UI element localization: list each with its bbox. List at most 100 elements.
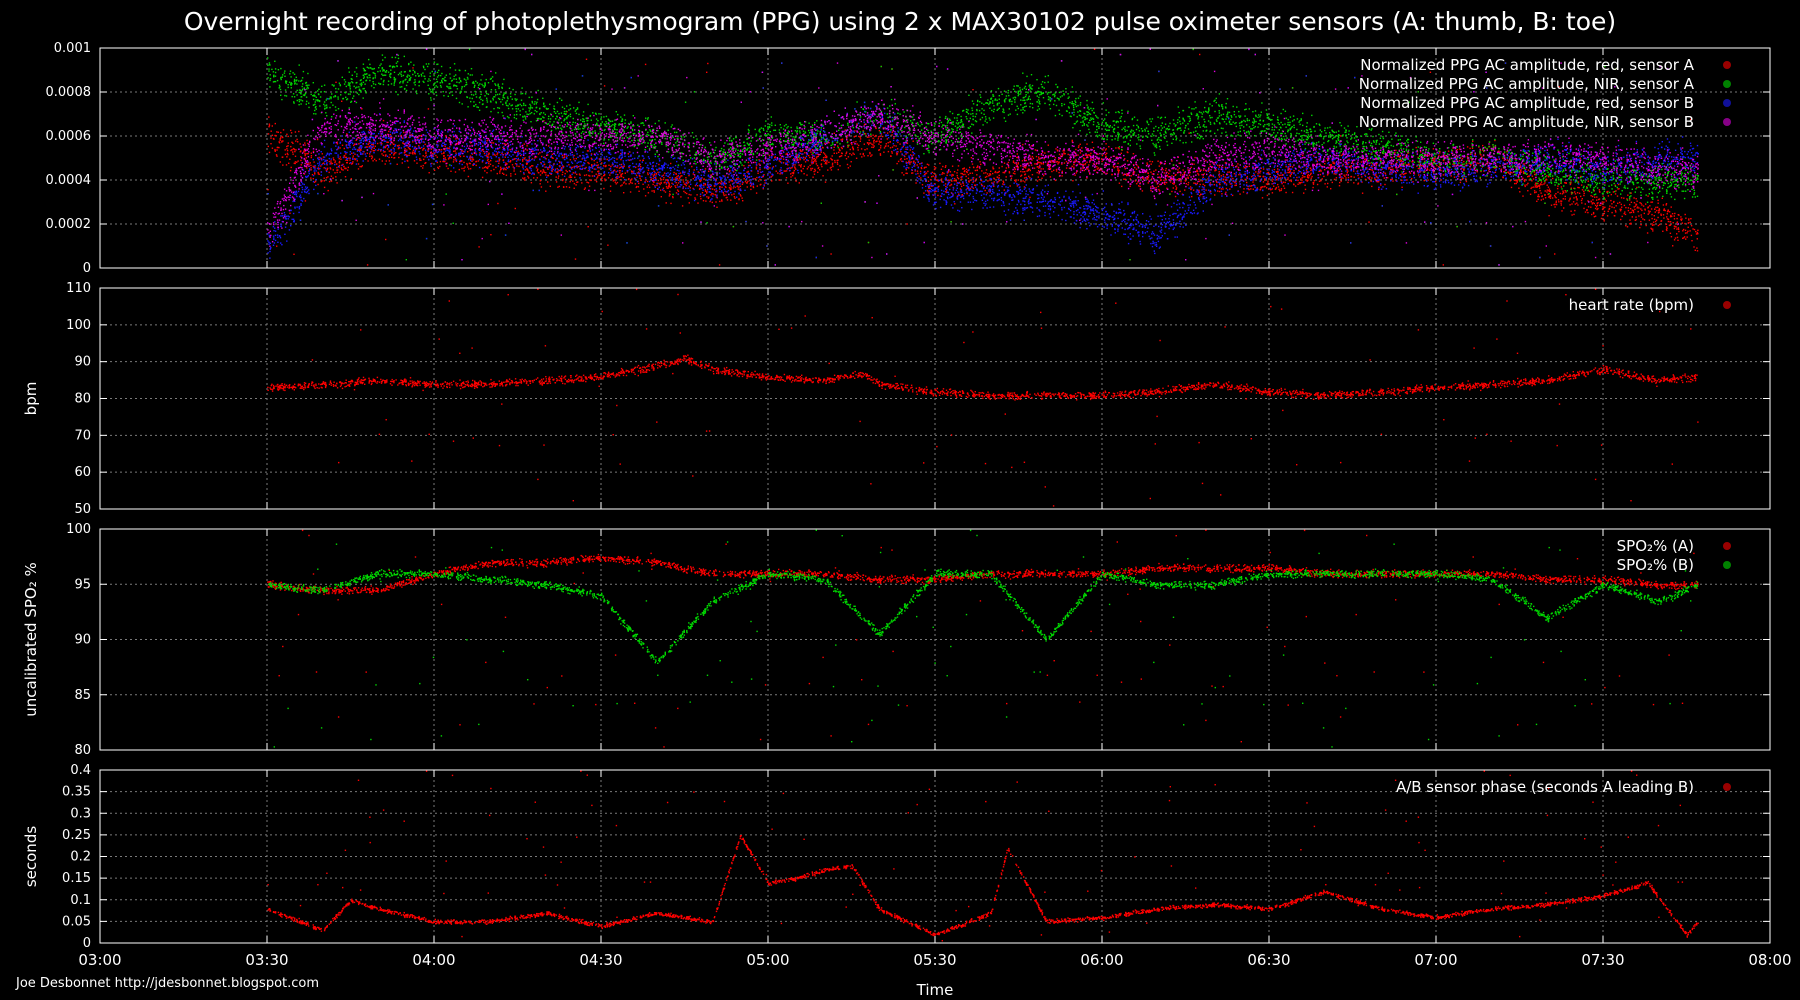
data-point xyxy=(1002,171,1004,174)
data-point xyxy=(1288,167,1291,170)
data-point xyxy=(303,94,306,97)
data-point xyxy=(849,165,851,167)
data-point xyxy=(1573,187,1575,189)
data-point xyxy=(1213,184,1215,186)
data-point xyxy=(459,92,461,94)
data-point xyxy=(434,82,436,84)
data-point xyxy=(1049,165,1051,167)
data-point xyxy=(1345,163,1347,166)
data-point xyxy=(642,183,644,185)
data-point xyxy=(314,103,316,105)
data-point xyxy=(618,170,621,172)
data-point xyxy=(1688,219,1690,221)
data-point xyxy=(1239,193,1241,195)
data-point xyxy=(1126,160,1129,162)
data-point xyxy=(503,173,505,175)
data-point xyxy=(303,88,306,90)
data-point xyxy=(378,67,380,69)
data-point xyxy=(387,84,390,86)
data-point xyxy=(469,157,471,159)
data-point xyxy=(958,181,961,184)
data-point xyxy=(1088,154,1090,156)
data-point xyxy=(359,83,361,85)
data-point xyxy=(1426,167,1429,170)
data-point xyxy=(422,72,424,74)
data-point xyxy=(285,82,287,84)
data-point xyxy=(274,150,276,152)
data-point xyxy=(682,179,684,181)
data-point xyxy=(472,157,474,159)
data-point xyxy=(852,148,855,151)
data-point xyxy=(890,125,893,127)
data-point xyxy=(941,173,943,175)
data-point xyxy=(1196,169,1198,171)
data-point xyxy=(1266,172,1268,174)
data-point xyxy=(1257,173,1259,175)
data-point xyxy=(428,63,430,65)
data-point xyxy=(408,136,410,139)
data-point xyxy=(654,185,656,187)
data-point xyxy=(1095,163,1097,165)
data-point xyxy=(1391,157,1393,159)
data-point xyxy=(543,106,546,108)
data-point xyxy=(543,163,545,166)
data-point xyxy=(431,152,434,155)
data-point xyxy=(728,181,730,183)
data-point xyxy=(1180,180,1182,183)
data-point xyxy=(461,149,463,152)
data-point xyxy=(596,122,598,124)
data-point xyxy=(1316,183,1319,186)
data-point xyxy=(1300,178,1302,180)
data-point xyxy=(1516,180,1518,182)
data-point xyxy=(1198,178,1200,181)
data-point xyxy=(508,117,510,119)
data-point xyxy=(1456,163,1459,165)
data-point xyxy=(530,107,532,109)
data-point xyxy=(436,161,438,164)
data-point xyxy=(1343,174,1345,176)
data-point xyxy=(1347,181,1349,184)
data-point xyxy=(341,76,343,78)
data-point xyxy=(1284,172,1286,174)
data-point xyxy=(457,138,460,140)
data-point xyxy=(406,159,408,162)
data-point xyxy=(1523,180,1526,183)
data-point xyxy=(1632,211,1635,214)
data-point xyxy=(770,148,772,151)
data-point xyxy=(267,77,269,79)
data-point xyxy=(320,180,322,183)
data-point xyxy=(573,154,575,157)
data-point xyxy=(669,176,671,179)
data-point xyxy=(326,106,328,108)
data-point xyxy=(1251,175,1253,178)
data-point xyxy=(1371,177,1373,179)
data-point xyxy=(1012,161,1015,164)
data-point xyxy=(1155,187,1157,189)
data-point xyxy=(889,147,892,149)
data-point xyxy=(1335,173,1337,175)
data-point xyxy=(338,82,341,84)
data-point xyxy=(1442,264,1444,266)
data-point xyxy=(1323,175,1325,178)
data-point xyxy=(897,151,899,153)
data-point xyxy=(336,166,338,169)
data-point xyxy=(498,158,501,160)
data-point xyxy=(1195,183,1198,186)
data-point xyxy=(342,169,344,171)
data-point xyxy=(682,181,685,183)
data-point xyxy=(523,173,525,175)
data-point xyxy=(963,167,965,169)
data-point xyxy=(750,188,752,191)
data-point xyxy=(1433,160,1435,162)
data-point xyxy=(327,167,329,169)
data-point xyxy=(926,163,929,165)
data-point xyxy=(453,150,455,152)
data-point xyxy=(668,195,671,197)
data-point xyxy=(860,148,863,150)
data-point xyxy=(354,158,356,160)
data-point xyxy=(313,95,315,97)
data-point xyxy=(346,98,348,101)
data-point xyxy=(628,183,630,185)
data-point xyxy=(297,141,299,143)
data-point xyxy=(932,175,934,177)
